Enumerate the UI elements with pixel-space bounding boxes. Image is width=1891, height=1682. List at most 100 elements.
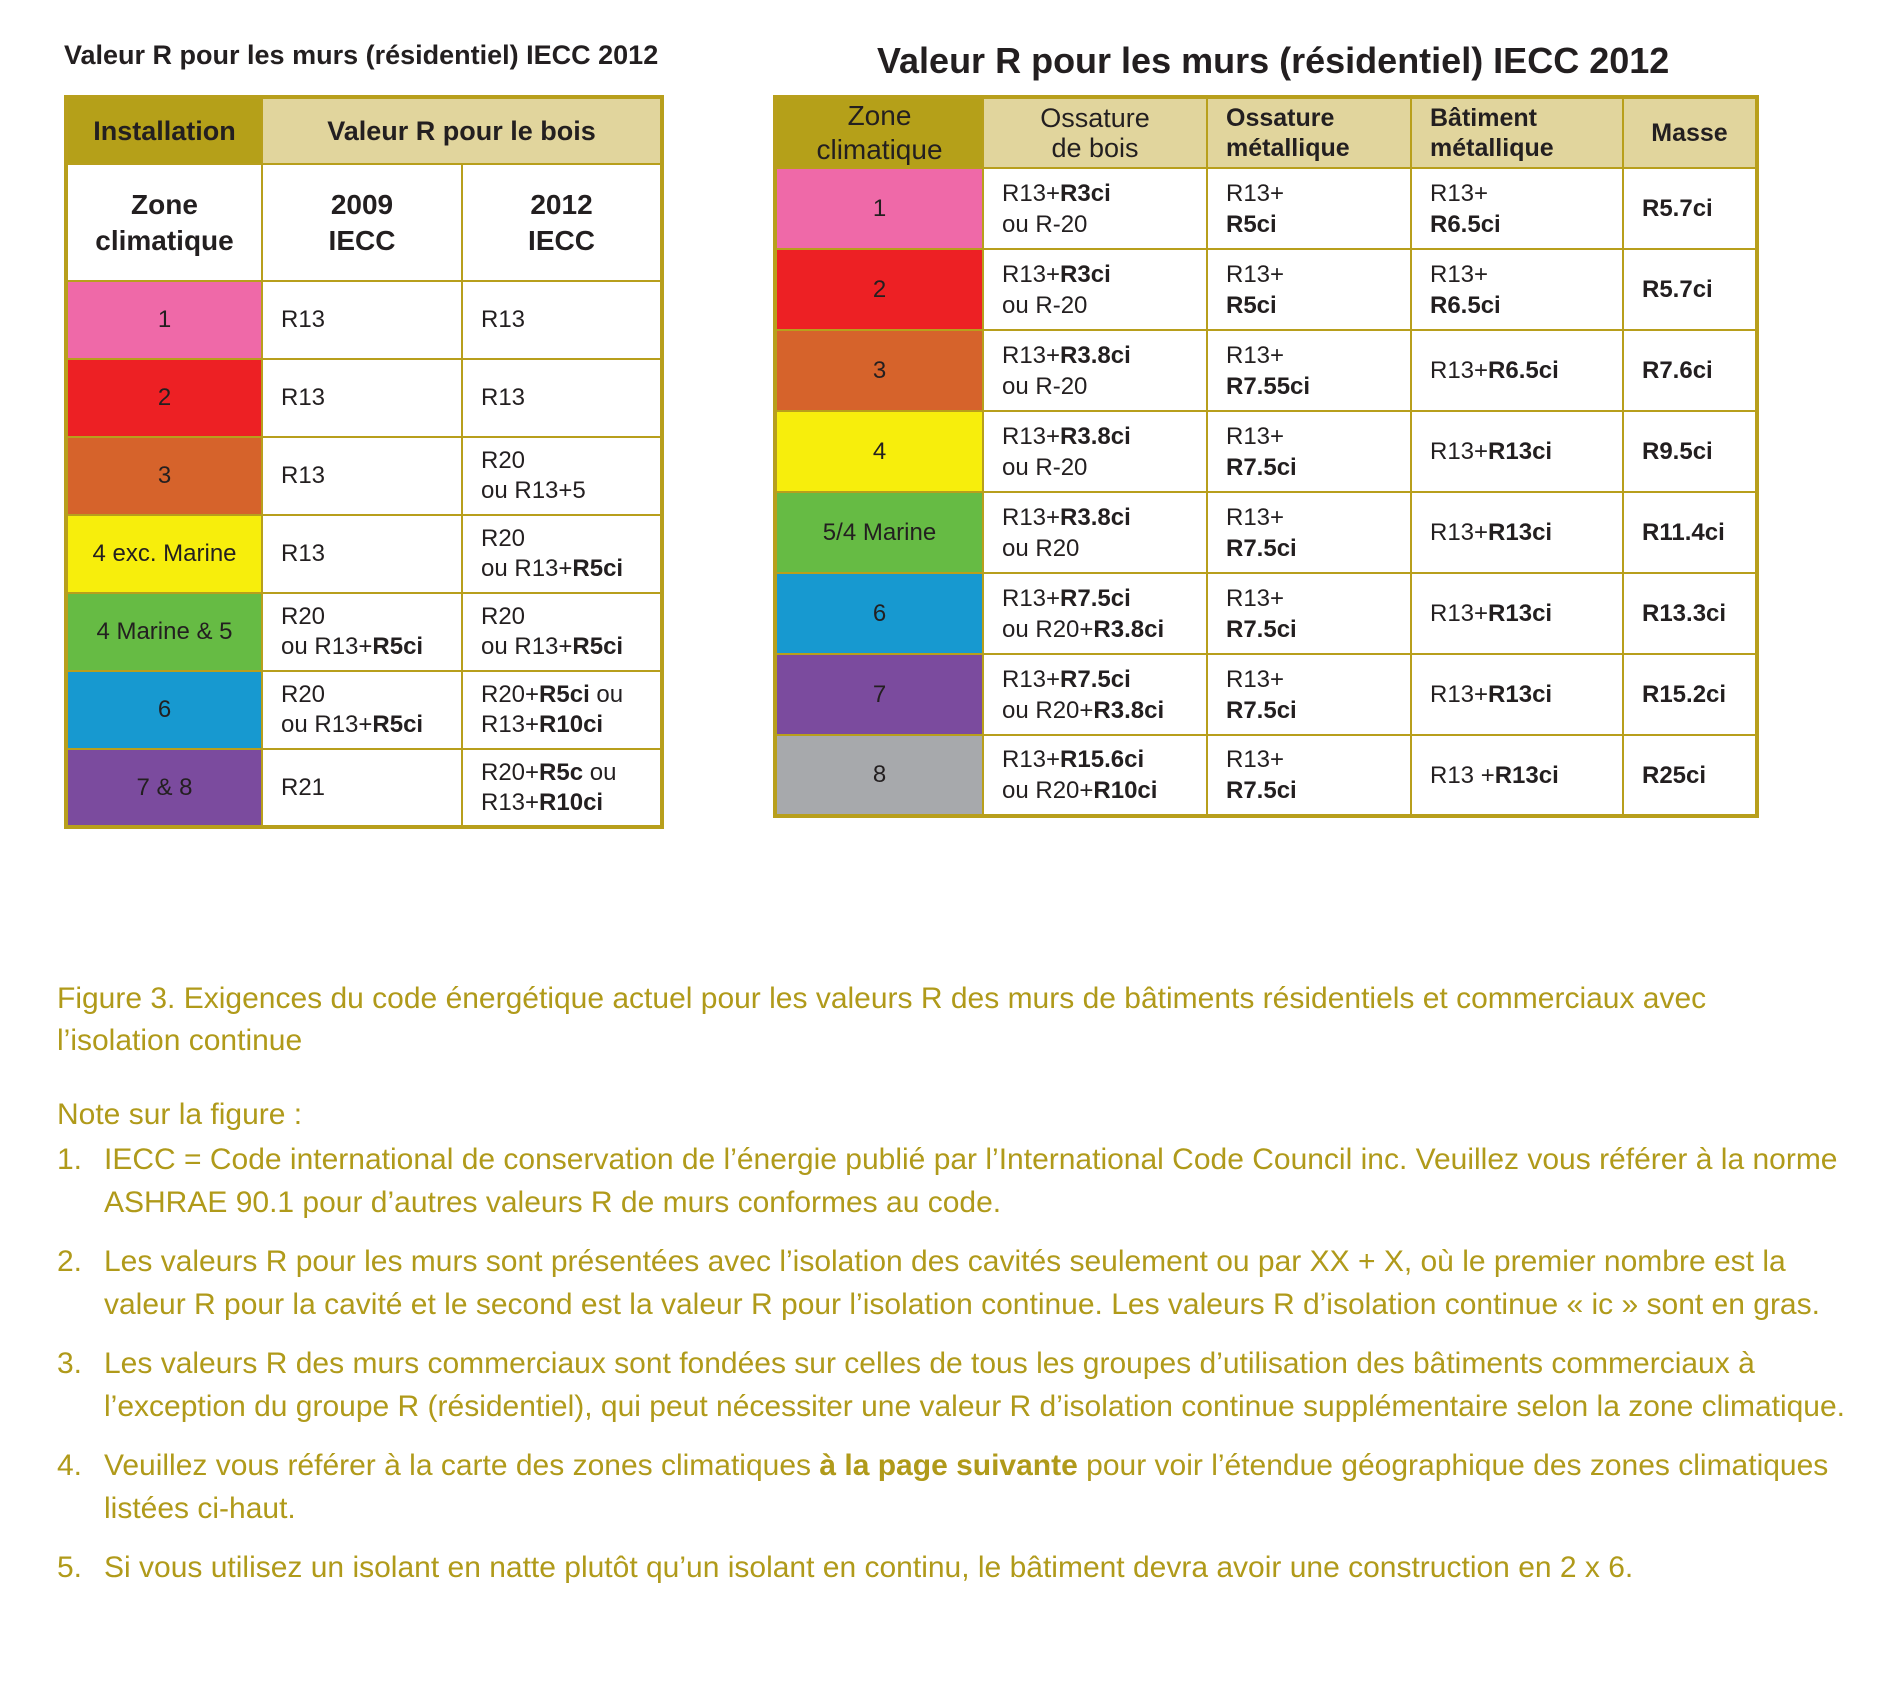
value-2012-cell: R20 ou R13+5	[460, 436, 664, 516]
value-text: ou R13+	[481, 555, 573, 582]
value-text: R13+	[1002, 584, 1061, 612]
mass-cell: R11.4ci	[1622, 491, 1758, 574]
header-installation: Installation	[65, 96, 263, 165]
value-line: R13	[281, 383, 461, 413]
value-text: R13ci	[1494, 761, 1559, 789]
value-text: R5ci	[372, 711, 424, 738]
mass-cell: R25ci	[1622, 734, 1758, 817]
zone-cell: 7	[774, 653, 984, 736]
value-2009-cell: R13	[261, 280, 463, 360]
residential-table-body: 1 R13 R13 2 R13 R13 3 R13 R20 ou R13+5 4 exc. Mari…	[65, 280, 664, 828]
zone-cell: 3	[774, 329, 984, 412]
value-text: R13	[281, 384, 326, 411]
subheader-2009-iecc: 2009 IECC	[261, 163, 463, 282]
metal-building-cell: R13+R13ci	[1410, 572, 1624, 655]
mass-cell: R5.7ci	[1622, 167, 1758, 250]
commercial-row: 6 R13+R7.5ci ou R20+R3.8ci R13+ R7.5ci R13+R1…	[774, 572, 1758, 655]
commercial-row: 7 R13+R7.5ci ou R20+R3.8ci R13+ R7.5ci R13+R1…	[774, 653, 1758, 736]
value-line: R7.5ci	[1226, 777, 1297, 804]
subheader-2009-line2: IECC	[328, 224, 396, 256]
value-text: R3.8ci	[1093, 615, 1165, 643]
note-item: 4. Veuillez vous référer à la carte des z…	[57, 1444, 1857, 1530]
value-2009-cell: R20 ou R13+R5ci	[261, 670, 463, 750]
wood-frame-cell: R13+R3.8ci ou R20	[982, 491, 1208, 574]
wood-frame-cell: R13+R3.8ci ou R-20	[982, 410, 1208, 493]
zone-cell: 4 Marine & 5	[65, 592, 263, 672]
value-text: R20	[281, 681, 326, 708]
residential-table-title: Valeur R pour les murs (résidentiel) IEC…	[64, 40, 659, 70]
value-text: ou R20+	[1002, 696, 1094, 724]
value-text: R13+	[1430, 600, 1489, 627]
commercial-row: 5/4 Marine R13+R3.8ci ou R20 R13+ R7.5ci R13+…	[774, 491, 1758, 574]
commercial-table-body: 1 R13+R3ci ou R-20 R13+ R5ci R13+ R6.5ci R5.7ci…	[774, 167, 1758, 817]
value-line: R13+	[1430, 260, 1489, 288]
metal-building-cell: R13+R13ci	[1410, 410, 1624, 493]
note-text-pre: Veuillez vous référer à la carte des zon…	[104, 1449, 820, 1482]
note-number: 4.	[57, 1449, 83, 1482]
value-line: R20+R5c ou	[481, 758, 660, 788]
value-text: ou R20	[1002, 534, 1080, 562]
value-text: ou R-20	[1002, 291, 1088, 319]
commercial-r-value-table: Zone climatique Ossature de bois Ossatur…	[773, 95, 1759, 818]
notes-list: 1. IECC = Code international de conservat…	[57, 1138, 1857, 1605]
value-line: R13+	[1226, 341, 1285, 369]
value-text: R13+	[1002, 260, 1061, 288]
zone-cell: 1	[65, 280, 263, 360]
value-line: R7.5ci	[1226, 453, 1297, 481]
steel-frame-cell: R13+ R7.5ci	[1206, 572, 1412, 655]
value-line: R5ci	[1226, 210, 1277, 238]
metal-building-cell: R13+ R6.5ci	[1410, 167, 1624, 250]
residential-row: 4 exc. Marine R13 R20 ou R13+R5ci	[65, 514, 664, 594]
value-line: R13+R13ci	[1430, 679, 1622, 710]
value-line: R7.55ci	[1226, 372, 1311, 400]
value-line: R13	[281, 539, 461, 569]
value-text: R13	[481, 306, 526, 333]
residential-r-value-table: Installation Valeur R pour le bois Zone …	[64, 95, 665, 829]
header-metal-line2: métallique	[1430, 134, 1554, 162]
note-number: 3.	[57, 1347, 83, 1380]
value-line: R13+	[1226, 584, 1285, 612]
value-text: R7.5ci	[1060, 665, 1131, 693]
value-line: R13+R3.8ci	[1002, 340, 1206, 371]
value-text: R20	[281, 603, 326, 630]
steel-frame-cell: R13+ R7.5ci	[1206, 653, 1412, 736]
subheader-zone-line2: climatique	[95, 224, 234, 256]
header-wood-line2: de bois	[1051, 133, 1139, 163]
value-line: ou R20+R3.8ci	[1002, 614, 1206, 645]
residential-row: 4 Marine & 5 R20 ou R13+R5ci R20 ou R13+R5ci	[65, 592, 664, 672]
value-text: R10ci	[539, 788, 604, 816]
value-2012-cell: R20+R5c ou R13+R10ci	[460, 748, 664, 828]
value-text: R13+	[481, 711, 540, 738]
value-text: R20+	[481, 681, 540, 708]
value-line: ou R20+R10ci	[1002, 775, 1206, 806]
value-text: R7.5ci	[1060, 584, 1131, 612]
value-text: R13	[281, 540, 326, 567]
header-zone-line1: Zone	[847, 100, 912, 131]
value-text: R13+	[1430, 519, 1489, 546]
value-text: R13+	[481, 788, 540, 816]
zone-cell: 4	[774, 410, 984, 493]
figure-caption: Figure 3. Exigences du code énergétique …	[57, 982, 1707, 1057]
value-line: R20+R5ci ou	[481, 680, 660, 710]
value-text: ou R-20	[1002, 210, 1088, 238]
note-text: Les valeurs R des murs commerciaux sont …	[104, 1347, 1846, 1423]
value-text: R20	[481, 447, 526, 474]
value-line: ou R20+R3.8ci	[1002, 695, 1206, 726]
wood-frame-cell: R13+R15.6ci ou R20+R10ci	[982, 734, 1208, 817]
value-line: R5ci	[1226, 291, 1277, 319]
value-text: R5c	[539, 758, 584, 786]
value-text: ou R13+5	[481, 477, 586, 504]
metal-building-cell: R13+R13ci	[1410, 653, 1624, 736]
subheader-zone-line1: Zone	[131, 188, 198, 220]
subheader-2012-line1: 2012	[530, 188, 593, 220]
value-line: R13+	[1430, 179, 1489, 207]
value-text: R3.8ci	[1060, 341, 1131, 369]
commercial-row: 3 R13+R3.8ci ou R-20 R13+ R7.55ci R13+R6.5ci R…	[774, 329, 1758, 412]
value-line: R13+R3.8ci	[1002, 421, 1206, 452]
value-line: R13+	[1226, 179, 1285, 207]
note-text: IECC = Code international de conservatio…	[104, 1143, 1838, 1219]
value-line: R13+R3.8ci	[1002, 502, 1206, 533]
header-metal-line1: Bâtiment	[1430, 104, 1537, 132]
value-text: R21	[281, 773, 326, 801]
mass-cell: R5.7ci	[1622, 248, 1758, 331]
